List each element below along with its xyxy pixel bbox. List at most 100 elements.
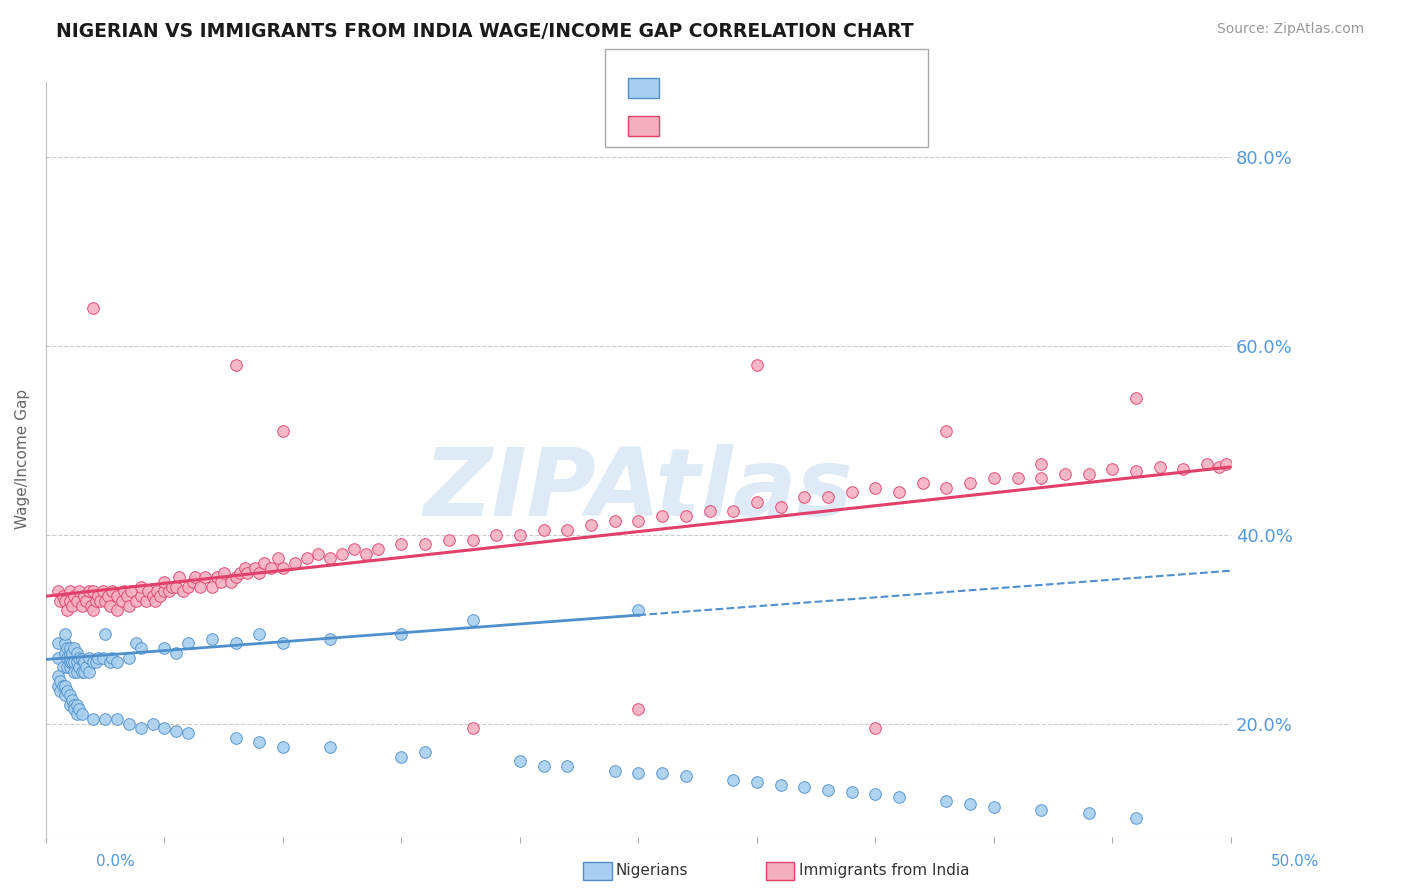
Point bbox=[105, 712, 128, 726]
Point bbox=[46, 679, 69, 693]
Point bbox=[73, 665, 96, 679]
Point bbox=[56, 660, 79, 674]
Point bbox=[77, 584, 100, 599]
Point bbox=[983, 799, 1005, 814]
Point bbox=[1053, 467, 1076, 481]
Point bbox=[67, 650, 90, 665]
Point bbox=[461, 533, 484, 547]
Point bbox=[149, 589, 172, 603]
Point bbox=[63, 655, 86, 669]
Point bbox=[66, 665, 89, 679]
Point bbox=[56, 650, 79, 665]
Point bbox=[59, 646, 82, 660]
Point bbox=[391, 749, 413, 764]
Point bbox=[63, 665, 86, 679]
Point bbox=[46, 650, 69, 665]
Point bbox=[699, 504, 721, 518]
Text: ZIPAtlas: ZIPAtlas bbox=[423, 443, 853, 535]
Point bbox=[118, 650, 141, 665]
Point bbox=[129, 589, 152, 603]
Point bbox=[129, 722, 152, 736]
Point bbox=[675, 508, 697, 523]
Point bbox=[82, 655, 104, 669]
Point bbox=[125, 636, 148, 650]
Point bbox=[70, 599, 93, 613]
Point bbox=[59, 655, 82, 669]
Point bbox=[627, 702, 650, 716]
Point bbox=[225, 358, 247, 372]
Point bbox=[59, 584, 82, 599]
Point bbox=[129, 580, 152, 594]
Point bbox=[91, 584, 114, 599]
Point bbox=[367, 542, 389, 557]
Point bbox=[53, 688, 76, 702]
Point bbox=[817, 782, 839, 797]
Point bbox=[627, 514, 650, 528]
Point bbox=[125, 594, 148, 608]
Point bbox=[142, 589, 165, 603]
Point bbox=[295, 551, 318, 566]
Point bbox=[84, 594, 107, 608]
Point bbox=[1208, 459, 1230, 474]
Point bbox=[509, 755, 531, 769]
Point bbox=[49, 683, 72, 698]
Point bbox=[91, 650, 114, 665]
Point bbox=[1173, 462, 1195, 476]
Point bbox=[627, 603, 650, 617]
Point bbox=[177, 580, 200, 594]
Point bbox=[153, 584, 176, 599]
Point bbox=[46, 636, 69, 650]
Point bbox=[865, 722, 887, 736]
Point bbox=[60, 646, 83, 660]
Point bbox=[143, 594, 166, 608]
Point bbox=[184, 570, 207, 584]
Point bbox=[533, 759, 555, 773]
Point bbox=[229, 566, 252, 580]
Point bbox=[82, 712, 104, 726]
Point bbox=[225, 636, 247, 650]
Point bbox=[75, 594, 97, 608]
Point bbox=[53, 646, 76, 660]
Point bbox=[271, 740, 294, 755]
Point bbox=[59, 698, 82, 712]
Point bbox=[603, 764, 626, 778]
Point bbox=[77, 665, 100, 679]
Point bbox=[354, 547, 377, 561]
Point bbox=[87, 589, 110, 603]
Point bbox=[627, 765, 650, 780]
Point bbox=[247, 627, 270, 641]
Point bbox=[243, 561, 266, 575]
Point bbox=[212, 566, 235, 580]
Point bbox=[1125, 464, 1147, 478]
Point bbox=[153, 641, 176, 656]
Point bbox=[935, 481, 957, 495]
Point bbox=[51, 589, 73, 603]
Point bbox=[887, 485, 910, 500]
Point bbox=[769, 500, 792, 514]
Point bbox=[66, 646, 89, 660]
Point bbox=[319, 632, 342, 646]
Point bbox=[233, 561, 256, 575]
Point bbox=[253, 556, 276, 570]
Point bbox=[153, 575, 176, 590]
Point bbox=[98, 599, 121, 613]
Point bbox=[177, 726, 200, 740]
Point bbox=[247, 735, 270, 749]
Point bbox=[1101, 462, 1123, 476]
Point bbox=[66, 707, 89, 722]
Point bbox=[188, 580, 211, 594]
Point bbox=[271, 424, 294, 438]
Point bbox=[49, 594, 72, 608]
Text: 50.0%: 50.0% bbox=[1271, 854, 1319, 869]
Point bbox=[194, 570, 217, 584]
Point bbox=[983, 471, 1005, 485]
Point bbox=[177, 636, 200, 650]
Point bbox=[437, 533, 460, 547]
Point bbox=[51, 679, 73, 693]
Point bbox=[49, 674, 72, 689]
Point bbox=[101, 584, 124, 599]
Point bbox=[865, 788, 887, 802]
Point bbox=[284, 556, 307, 570]
Point bbox=[1077, 806, 1099, 821]
Point bbox=[959, 475, 981, 490]
